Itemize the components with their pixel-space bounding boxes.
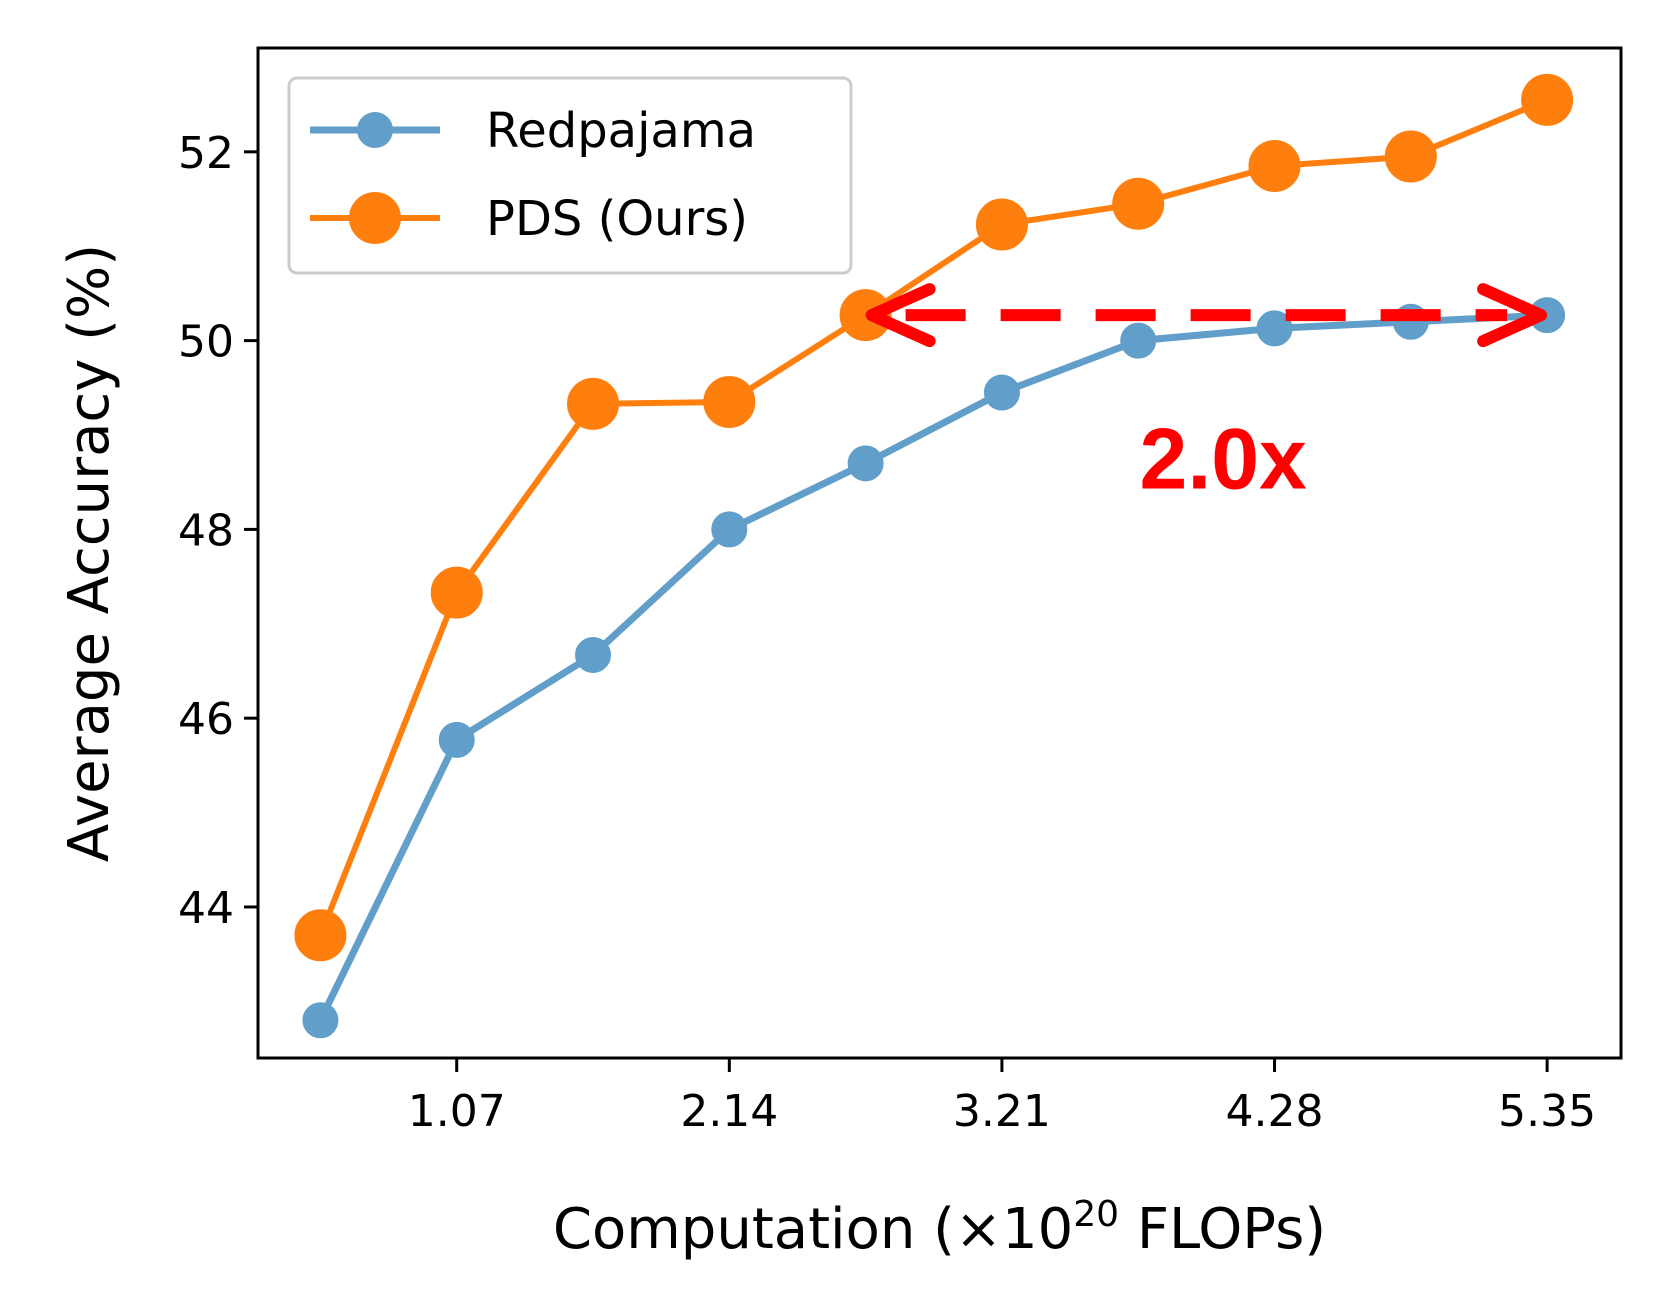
legend: Redpajama PDS (Ours) xyxy=(287,76,853,275)
data-point xyxy=(430,566,483,619)
legend-label: Redpajama xyxy=(486,103,756,159)
x-axis-label-prefix: Computation (×10 xyxy=(553,1197,1073,1262)
data-point xyxy=(711,511,748,548)
data-point xyxy=(567,377,620,430)
y-tick-label: 52 xyxy=(178,128,234,179)
x-tick-label: 5.35 xyxy=(1498,1086,1596,1137)
series-layer xyxy=(294,73,1574,1039)
annotation-arrowhead-right xyxy=(1477,283,1548,348)
legend-swatch xyxy=(310,192,440,244)
data-point xyxy=(1112,177,1165,230)
data-point xyxy=(294,909,347,962)
y-axis-label: Average Accuracy (%) xyxy=(57,244,122,862)
legend-label: PDS (Ours) xyxy=(486,191,748,247)
legend-swatch-marker xyxy=(357,112,393,148)
x-tick-label: 4.28 xyxy=(1226,1086,1324,1137)
x-tick-label: 3.21 xyxy=(953,1086,1051,1137)
data-point xyxy=(1256,310,1293,347)
data-point xyxy=(1248,139,1301,192)
series-line xyxy=(317,97,1549,937)
x-tick-label: 2.14 xyxy=(680,1086,778,1137)
y-tick-label: 46 xyxy=(178,694,234,745)
series-0 xyxy=(302,297,1566,1039)
data-point xyxy=(575,636,612,673)
annotation-arrowhead-left xyxy=(865,283,936,348)
data-point xyxy=(983,374,1020,411)
data-point xyxy=(975,198,1028,251)
x-tick-label: 1.07 xyxy=(408,1086,506,1137)
ticks-layer: 1.07 2.14 3.21 4.28 5.35 44 46 48 50 52 xyxy=(178,128,1596,1137)
data-point xyxy=(703,375,756,428)
x-axis-label: Computation (×1020 FLOPs) xyxy=(553,1194,1326,1262)
data-point xyxy=(1521,73,1574,126)
data-point xyxy=(847,445,884,482)
legend-swatch-marker xyxy=(349,192,401,244)
x-axis-label-suffix: FLOPs) xyxy=(1119,1197,1326,1262)
annotation-label: 2.0x xyxy=(1139,412,1307,508)
data-point xyxy=(1384,130,1437,183)
annotation-layer: 2.0x xyxy=(865,283,1548,508)
plot-frame xyxy=(256,46,1623,1060)
legend-item-0: Redpajama xyxy=(310,103,756,159)
y-tick-label: 44 xyxy=(178,883,234,934)
legend-swatch xyxy=(310,112,440,148)
x-axis-label-exponent: 20 xyxy=(1073,1194,1119,1235)
data-point xyxy=(1120,322,1157,359)
y-tick-label: 50 xyxy=(178,317,234,368)
series-1 xyxy=(294,73,1574,962)
series-line xyxy=(317,311,1548,1022)
y-tick-label: 48 xyxy=(178,505,234,556)
legend-item-1: PDS (Ours) xyxy=(310,191,748,247)
axes-layer xyxy=(256,46,1623,1060)
data-point xyxy=(302,1002,339,1039)
data-point xyxy=(438,721,475,758)
